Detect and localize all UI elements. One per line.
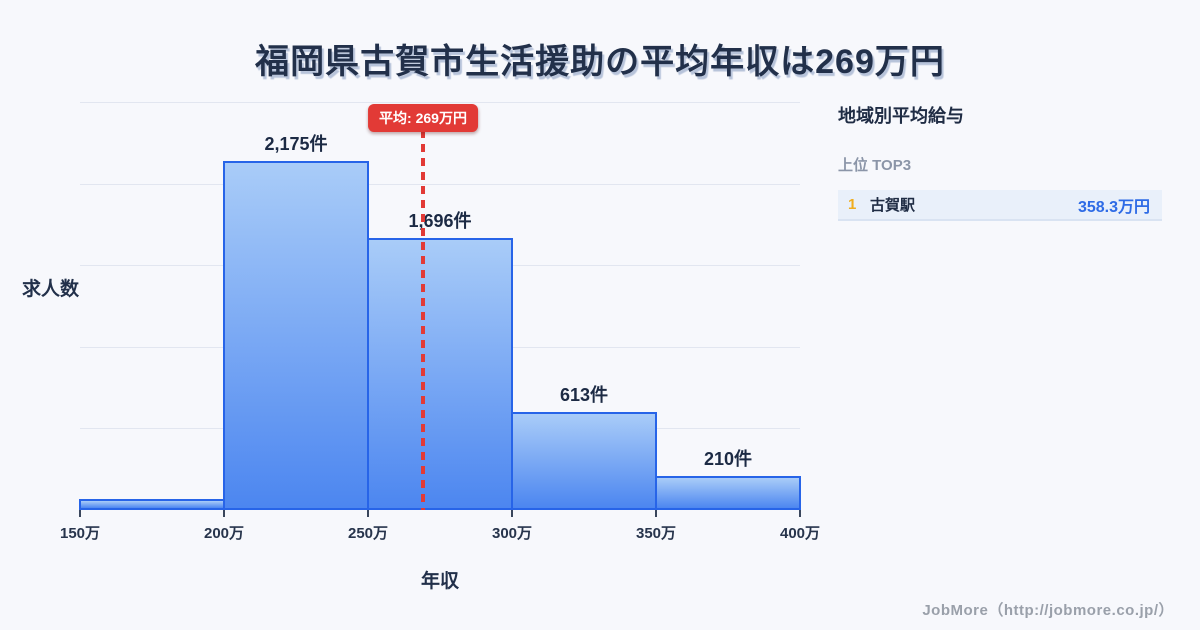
salary-value: 358.3万円 xyxy=(1077,198,1150,216)
average-badge: 平均: 269万円 xyxy=(368,104,478,132)
plot-area: 2,175件 1,696件 613件 210件 150万 200万 250万 300万 350万… xyxy=(60,102,820,542)
histogram-bar xyxy=(367,238,513,510)
x-tick-label: 150万 xyxy=(59,525,101,542)
x-tick-mark xyxy=(511,510,513,517)
panel-heading: 地域別平均給与 xyxy=(838,106,964,126)
region-salary-panel: 地域別平均給与 上位 TOP3 1 古賀駅 358.3万円 xyxy=(838,102,1162,221)
bar-value-label: 2,175件 xyxy=(264,134,328,154)
x-tick-label: 200万 xyxy=(203,525,245,542)
bar-value-label: 210件 xyxy=(703,449,753,469)
bar-value-label: 1,696件 xyxy=(408,211,472,231)
y-axis-label: 求人数 xyxy=(22,279,80,300)
histogram-bar xyxy=(655,476,801,510)
bar-value-label: 613件 xyxy=(559,385,609,405)
ranking-row: 1 古賀駅 358.3万円 xyxy=(838,190,1162,221)
x-tick-mark xyxy=(799,510,801,517)
gridline xyxy=(80,184,800,185)
panel-subheading: 上位 TOP3 xyxy=(838,157,912,174)
histogram-bar xyxy=(79,499,225,510)
page-title: 福岡県古賀市生活援助の平均年収は269万円 xyxy=(255,43,945,81)
x-tick-label: 400万 xyxy=(779,525,821,542)
rank-number: 1 xyxy=(848,196,857,213)
x-tick-label: 300万 xyxy=(491,525,533,542)
station-name: 古賀駅 xyxy=(870,197,916,214)
average-line xyxy=(421,130,425,510)
histogram-bar xyxy=(223,161,369,510)
x-tick-label: 350万 xyxy=(635,525,677,542)
histogram-bar xyxy=(511,412,657,510)
x-tick-mark xyxy=(367,510,369,517)
x-tick-label: 250万 xyxy=(347,525,389,542)
x-tick-mark xyxy=(655,510,657,517)
x-axis-label: 年収 xyxy=(420,571,459,592)
gridline xyxy=(80,102,800,103)
x-tick-mark xyxy=(223,510,225,517)
x-tick-mark xyxy=(79,510,81,517)
source-credit: JobMore（http://jobmore.co.jp/） xyxy=(922,602,1174,619)
